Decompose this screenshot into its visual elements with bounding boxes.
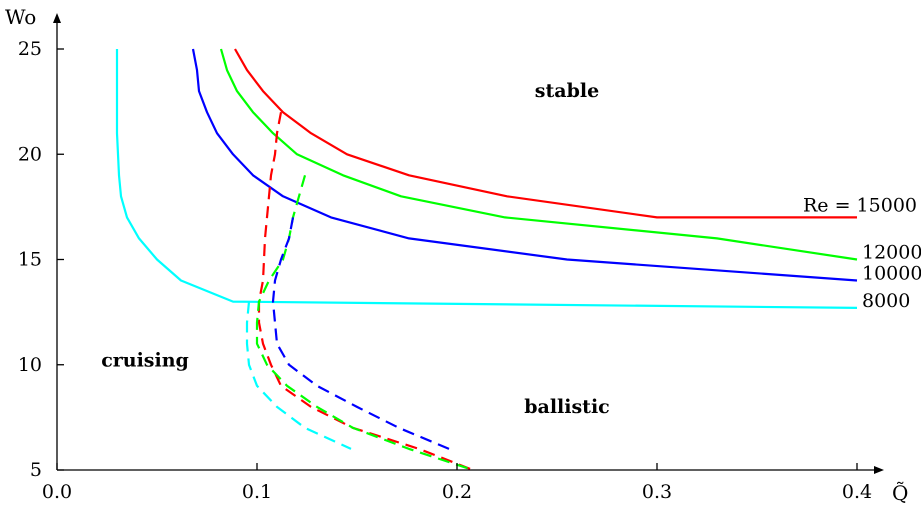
axes xyxy=(53,13,884,474)
x-tick-label-0: 0.0 xyxy=(42,481,72,503)
y-axis-label: Wo xyxy=(5,5,36,29)
x-tick-label-3: 0.3 xyxy=(642,481,672,503)
ticks: 0.0 0.1 0.2 0.3 0.4 5 10 15 20 25 xyxy=(18,38,872,503)
region-label-ballistic: ballistic xyxy=(524,396,610,418)
x-axis-arrow xyxy=(874,466,884,474)
series-line-solid-2 xyxy=(191,48,858,282)
y-tick-label-3: 20 xyxy=(18,143,42,165)
region-label-stable: stable xyxy=(535,80,599,102)
region-labels: stable cruising ballistic xyxy=(101,80,610,418)
series-line-dashed-5 xyxy=(255,174,474,472)
series-line-solid-0 xyxy=(234,48,857,219)
series-label-0: Re = 15000 xyxy=(803,194,917,216)
plot-lines xyxy=(115,48,858,472)
x-axis-label: Q̃ xyxy=(892,481,908,505)
series-line-dashed-7 xyxy=(245,301,352,450)
series-line-solid-3 xyxy=(115,49,858,309)
series-label-2: 10000 xyxy=(862,263,921,285)
x-tick-label-1: 0.1 xyxy=(242,481,272,503)
y-tick-label-4: 25 xyxy=(18,38,42,60)
series-label-3: 8000 xyxy=(862,290,910,312)
series-line-solid-1 xyxy=(219,48,858,261)
series-line-dashed-4 xyxy=(257,111,474,472)
region-label-cruising: cruising xyxy=(101,350,189,372)
y-tick-label-2: 15 xyxy=(18,249,42,271)
x-tick-label-4: 0.4 xyxy=(842,481,872,503)
x-tick-label-2: 0.2 xyxy=(442,481,472,503)
y-axis-arrow xyxy=(53,13,61,23)
y-tick-label-1: 10 xyxy=(18,354,42,376)
y-tick-label-0: 5 xyxy=(30,459,42,481)
series-label-1: 12000 xyxy=(862,242,921,264)
series-line-dashed-6 xyxy=(271,217,450,450)
